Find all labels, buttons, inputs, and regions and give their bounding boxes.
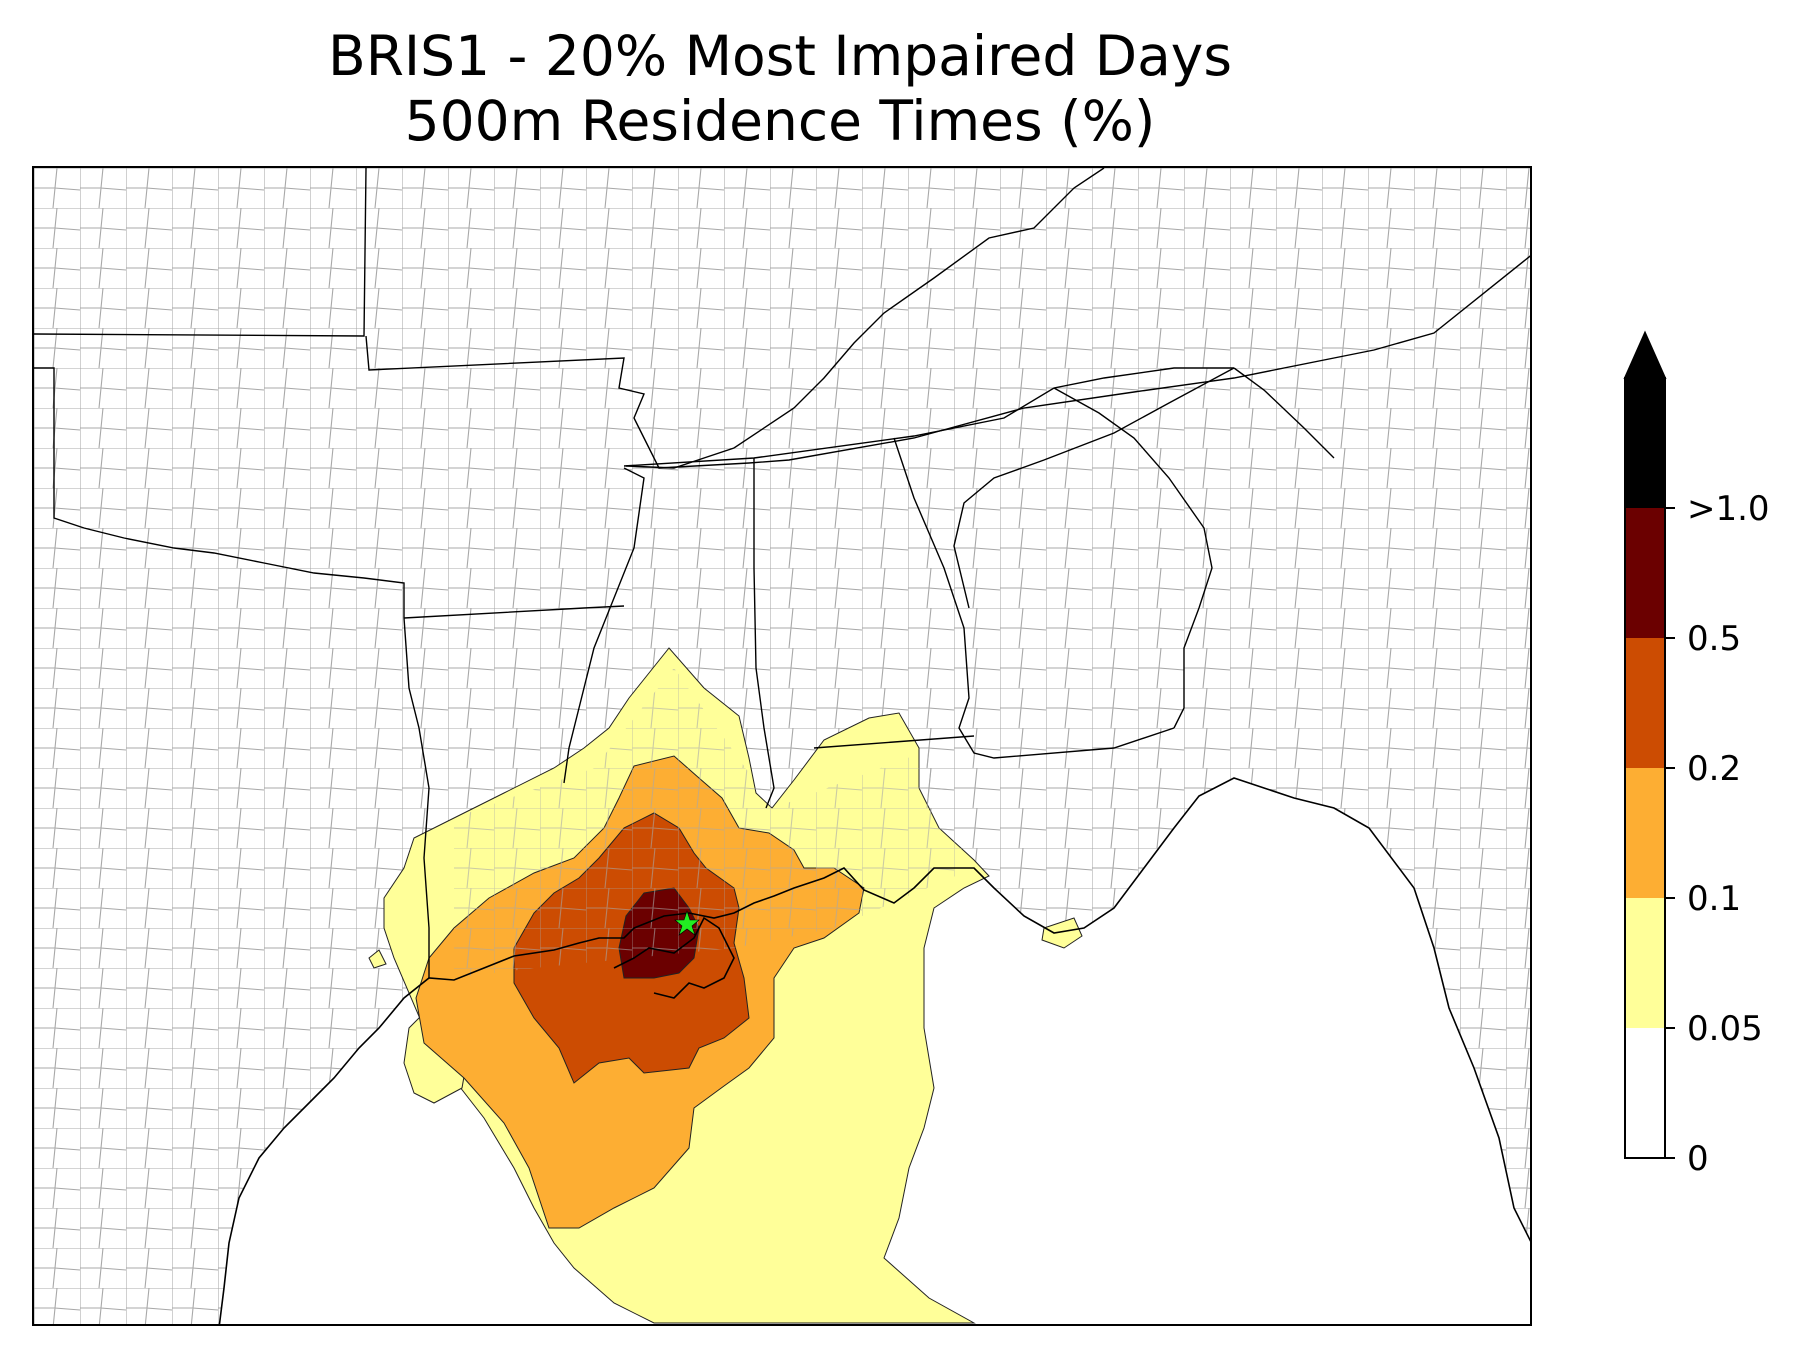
contour-0.05-blob-3 [368,949,387,969]
delta-coast [613,916,735,999]
colorbar-segment-2 [1625,768,1665,898]
colorbar: 0 0.05 0.1 0.2 0.5 >1.0 [1600,320,1810,1180]
contour-0.05-blob-2 [1041,917,1083,949]
site-star-icon [674,910,700,936]
colorbar-extend-arrow-icon [1623,330,1667,379]
colorbar-segment-0 [1625,1028,1665,1158]
colorbar-tick-label: 0.1 [1687,879,1741,919]
colorbar-tick-label: 0.2 [1687,749,1741,789]
land-area [34,168,1530,1324]
colorbar-tick-label: 0.5 [1687,619,1741,659]
contour-county-overlay [454,668,974,978]
colorbar-segment-3 [1625,638,1665,768]
map-svg [34,168,1530,1324]
colorbar-tick-label: >1.0 [1687,489,1770,529]
coastline [218,777,1530,1324]
map-panel [32,166,1532,1326]
colorbar-svg: 0 0.05 0.1 0.2 0.5 >1.0 [1623,330,1770,1179]
map-title-line1: BRIS1 - 20% Most Impaired Days [327,24,1232,88]
state-boundaries [34,168,1530,978]
map-title-line2: 500m Residence Times (%) [404,89,1156,153]
colorbar-segment-4 [1625,508,1665,638]
colorbar-tick-label: 0 [1687,1139,1709,1179]
colorbar-segment-1 [1625,898,1665,1028]
colorbar-tick-label: 0.05 [1687,1009,1763,1049]
colorbar-segment-5 [1625,378,1665,508]
